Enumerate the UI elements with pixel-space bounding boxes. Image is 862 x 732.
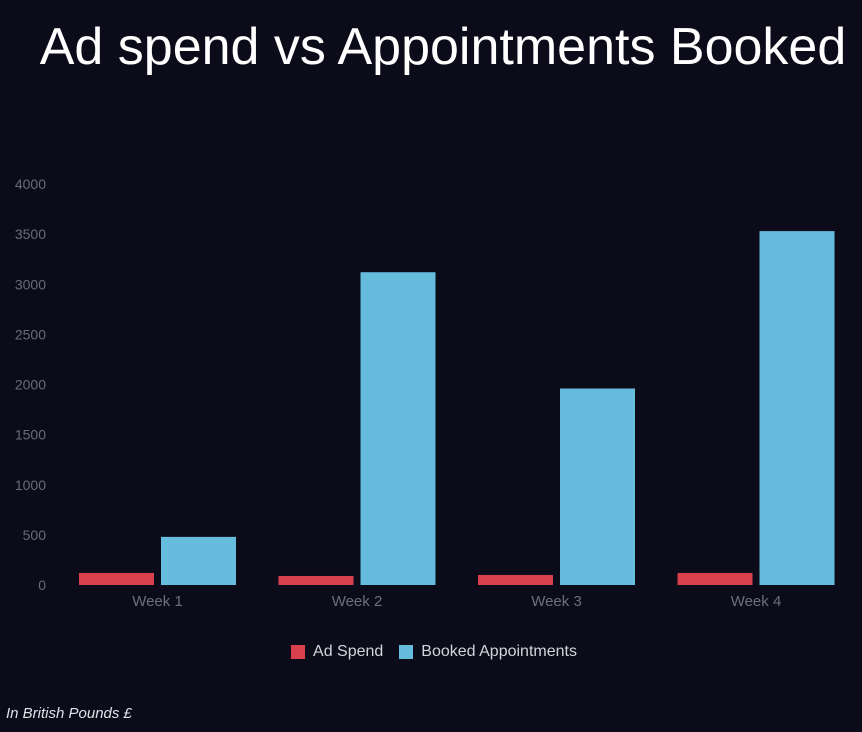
x-tick-label: Week 1 — [132, 593, 183, 610]
bar-ad-spend-week-2[interactable] — [278, 575, 354, 585]
legend-swatch-booked-appointments — [399, 645, 414, 659]
bar-booked-appointments-week-2[interactable] — [360, 272, 436, 585]
chart-title: Ad spend vs Appointments Booked — [39, 18, 847, 76]
bar-ad-spend-week-1[interactable] — [79, 572, 154, 585]
bar-booked-appointments-week-4[interactable] — [759, 231, 835, 585]
y-tick-label: 2500 — [15, 326, 46, 342]
y-tick-label: 3500 — [15, 226, 46, 242]
bar-booked-appointments-week-1[interactable] — [161, 536, 236, 585]
footnote: In British Pounds £ — [6, 705, 132, 722]
y-tick-label: 1500 — [15, 427, 46, 443]
x-tick-label: Week 4 — [731, 593, 782, 610]
y-tick-label: 1000 — [15, 477, 46, 493]
y-tick-label: 0 — [38, 577, 46, 593]
legend: Ad Spend Booked Appointments — [3, 643, 862, 661]
legend-item-ad-spend[interactable]: Ad Spend — [291, 643, 383, 661]
y-tick-label: 2000 — [15, 377, 46, 393]
legend-swatch-ad-spend — [291, 645, 306, 659]
bar-ad-spend-week-3[interactable] — [478, 574, 553, 585]
x-axis: Week 1 Week 2 Week 3 Week 4 — [132, 593, 781, 610]
legend-item-booked-appointments[interactable]: Booked Appointments — [399, 643, 577, 661]
legend-label-ad-spend: Ad Spend — [313, 643, 384, 660]
y-tick-label: 3000 — [15, 276, 46, 292]
bar-ad-spend-week-4[interactable] — [677, 572, 753, 585]
y-tick-label: 500 — [23, 527, 47, 543]
x-tick-label: Week 3 — [531, 593, 582, 610]
y-axis: 0 500 1000 1500 2000 2500 3000 3500 4000 — [15, 176, 46, 593]
x-tick-label: Week 2 — [332, 593, 383, 610]
y-tick-label: 4000 — [15, 176, 46, 192]
legend-label-booked-appointments: Booked Appointments — [421, 643, 577, 660]
bar-booked-appointments-week-3[interactable] — [560, 388, 635, 585]
bars — [79, 231, 835, 585]
